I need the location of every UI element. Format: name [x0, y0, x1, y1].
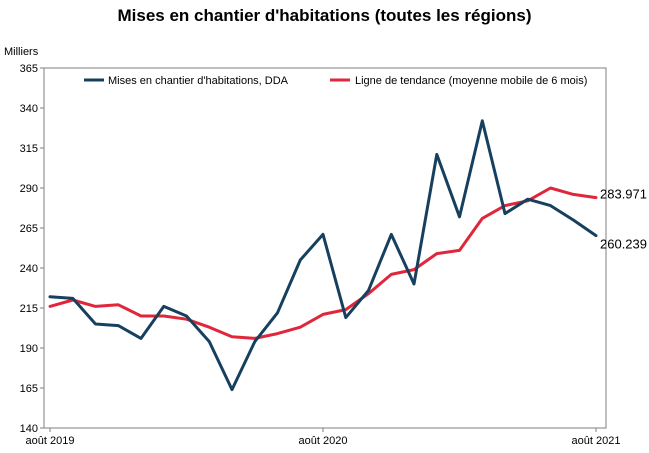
series-layer [48, 119, 598, 392]
y-axis-units-label: Milliers [4, 46, 39, 58]
y-tick-label: 290 [20, 183, 38, 195]
series-line-trend [48, 186, 598, 340]
legend-label: Ligne de tendance (moyenne mobile de 6 m… [355, 75, 587, 87]
y-tick-label: 265 [20, 223, 38, 235]
x-axis: août 2019 août 2020 août 2021 [26, 428, 621, 447]
chart-title: Mises en chantier d'habitations (toutes … [117, 6, 532, 25]
y-tick-label: 140 [20, 423, 38, 435]
end-labels: 283.971 260.239 [600, 187, 647, 252]
y-tick-label: 215 [20, 303, 38, 315]
plot-area-frame [43, 67, 607, 429]
y-tick-label: 190 [20, 343, 38, 355]
y-axis: 140 165 190 215 240 265 290 315 340 365 [20, 63, 44, 435]
x-tick-label: août 2020 [299, 435, 348, 447]
legend-item-housing-starts: Mises en chantier d'habitations, DDA [84, 75, 289, 87]
y-tick-label: 165 [20, 383, 38, 395]
y-tick-label: 315 [20, 143, 38, 155]
y-tick-label: 340 [20, 103, 38, 115]
x-tick-label: août 2021 [572, 435, 621, 447]
legend-label: Mises en chantier d'habitations, DDA [108, 75, 289, 87]
y-tick-label: 240 [20, 263, 38, 275]
legend-item-trend: Ligne de tendance (moyenne mobile de 6 m… [330, 75, 587, 87]
end-label-housing-starts: 260.239 [600, 237, 647, 252]
y-tick-label: 365 [20, 63, 38, 75]
end-label-trend: 283.971 [600, 187, 647, 202]
x-tick-label: août 2019 [26, 435, 75, 447]
legend: Mises en chantier d'habitations, DDA Lign… [84, 75, 587, 87]
series-line-housing-starts [48, 119, 598, 392]
